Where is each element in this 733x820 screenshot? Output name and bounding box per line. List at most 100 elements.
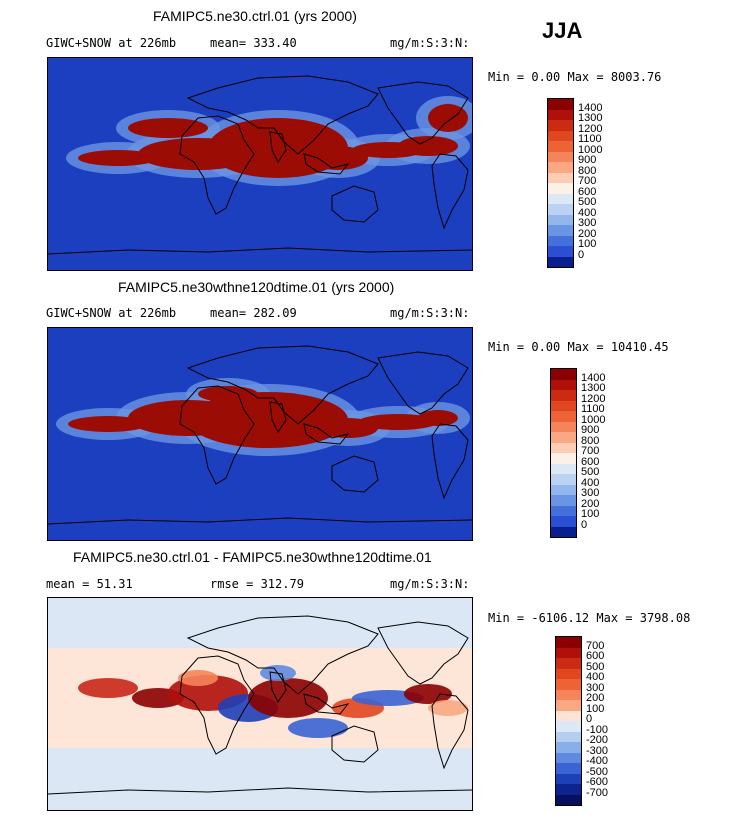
colorbar-tick-label: 1100 <box>578 133 602 145</box>
colorbar-test <box>550 368 577 538</box>
colorbar-tick-label: 1000 <box>578 143 603 156</box>
colorbar-tick-label: -300 <box>586 744 609 757</box>
colorbar-tick-label: 600 <box>578 185 597 198</box>
colorbar-tick-label: 600 <box>586 650 605 662</box>
colorbar-tick-label: 900 <box>581 424 600 436</box>
colorbar-swatch <box>551 379 576 390</box>
map-maximum <box>198 386 258 402</box>
colorbar-swatch <box>551 516 576 527</box>
map-test <box>47 327 473 541</box>
map-coastline <box>269 401 287 433</box>
colorbar-tick-label: 700 <box>581 445 600 457</box>
colorbar-swatch <box>548 246 573 257</box>
colorbar-tick-label: -100 <box>586 723 609 736</box>
mean-label-test: mean= 282.09 <box>210 306 297 320</box>
colorbar-tick-label: 300 <box>581 487 600 499</box>
colorbar-tick-label: 400 <box>578 206 597 219</box>
panel-title-ctrl: FAMIPC5.ne30.ctrl.01 (yrs 2000) <box>153 8 357 24</box>
colorbar-tick-label: 0 <box>586 713 593 725</box>
colorbar-tick-label: 1400 <box>581 371 606 384</box>
colorbar-swatch <box>548 141 573 152</box>
colorbar-tick-label: -700 <box>586 786 609 799</box>
colorbar-tick-label: 700 <box>578 175 597 187</box>
colorbar-swatch <box>548 172 573 183</box>
map-maximum <box>308 146 368 170</box>
map-coastline <box>186 615 379 695</box>
colorbar-tick-label: 300 <box>578 217 597 229</box>
variable-label-test: GIWC+SNOW at 226mb <box>46 306 177 320</box>
map-maximum <box>68 416 148 432</box>
map-coastline <box>331 185 379 223</box>
colorbar-tick-label: -600 <box>586 776 609 788</box>
colorbar-tick-label: 400 <box>586 671 605 683</box>
colorbar-diff <box>555 636 582 806</box>
colorbar-tick-label: -200 <box>586 734 609 746</box>
map-maximum <box>188 392 348 448</box>
rmse-label-diff: rmse = 312.79 <box>210 577 304 591</box>
colorbar-swatch <box>548 204 573 215</box>
colorbar-tick-label: 500 <box>578 196 597 208</box>
colorbar-tick-label: 100 <box>586 702 605 715</box>
colorbar-tick-label: 500 <box>586 660 605 673</box>
map-coastline <box>377 351 469 415</box>
colorbar-swatch <box>556 700 581 711</box>
mean-label-ctrl: mean= 333.40 <box>210 36 297 50</box>
colorbar-tick-label: 100 <box>578 238 597 250</box>
map-band <box>48 748 472 810</box>
mean-label-diff: mean = 51.31 <box>46 577 133 591</box>
colorbar-swatch <box>556 721 581 732</box>
map-coastline <box>186 345 379 425</box>
colorbar-swatch <box>548 109 573 120</box>
colorbar-ctrl <box>547 98 574 268</box>
minmax-test: Min = 0.00 Max = 10410.45 <box>488 340 669 354</box>
colorbar-swatch <box>556 647 581 658</box>
map-coastline <box>377 81 469 145</box>
colorbar-tick-label: 1200 <box>578 122 603 135</box>
colorbar-swatch <box>548 256 573 267</box>
colorbar-swatch <box>556 742 581 753</box>
map-coastline <box>186 75 379 155</box>
colorbar-swatch <box>548 130 573 141</box>
colorbar-swatch <box>551 453 576 464</box>
colorbar-swatch <box>551 474 576 485</box>
colorbar-swatch <box>551 400 576 411</box>
map-coastline <box>179 655 255 755</box>
colorbar-swatch <box>551 463 576 474</box>
colorbar-tick-label: 200 <box>586 692 605 704</box>
colorbar-swatch <box>551 421 576 432</box>
map-maximum <box>418 410 458 426</box>
colorbar-swatch <box>551 495 576 506</box>
colorbar-swatch <box>551 411 576 422</box>
colorbar-swatch <box>551 390 576 401</box>
units-label-test: mg/m:S:3:N: <box>390 306 470 320</box>
colorbar-tick-label: 300 <box>586 681 605 694</box>
map-coastline <box>179 115 255 215</box>
map-maximum <box>128 118 208 138</box>
map-ctrl <box>47 57 473 271</box>
colorbar-swatch <box>548 151 573 162</box>
colorbar-swatch <box>556 731 581 742</box>
map-coastline <box>269 131 287 163</box>
minmax-ctrl: Min = 0.00 Max = 8003.76 <box>488 70 662 84</box>
units-label-ctrl: mg/m:S:3:N: <box>390 36 470 50</box>
colorbar-tick-label: 400 <box>581 476 600 489</box>
colorbar-tick-label: 800 <box>578 164 597 177</box>
map-coastline <box>48 787 472 795</box>
colorbar-swatch <box>556 794 581 805</box>
colorbar-swatch <box>551 369 576 380</box>
colorbar-tick-label: 1000 <box>581 413 606 426</box>
map-anomaly <box>178 670 218 686</box>
map-coastline <box>377 621 469 685</box>
map-maximum <box>428 104 468 132</box>
colorbar-tick-label: 1400 <box>578 101 603 114</box>
map-coastline <box>269 671 287 703</box>
map-coastline <box>179 385 255 485</box>
colorbar-tick-label: 900 <box>578 154 597 166</box>
map-coastline <box>431 153 469 230</box>
map-band <box>48 598 472 648</box>
variable-label-ctrl: GIWC+SNOW at 226mb <box>46 36 177 50</box>
map-anomaly <box>78 678 138 698</box>
colorbar-tick-label: 1200 <box>581 392 606 405</box>
colorbar-swatch <box>556 658 581 669</box>
map-coastline <box>303 423 350 445</box>
